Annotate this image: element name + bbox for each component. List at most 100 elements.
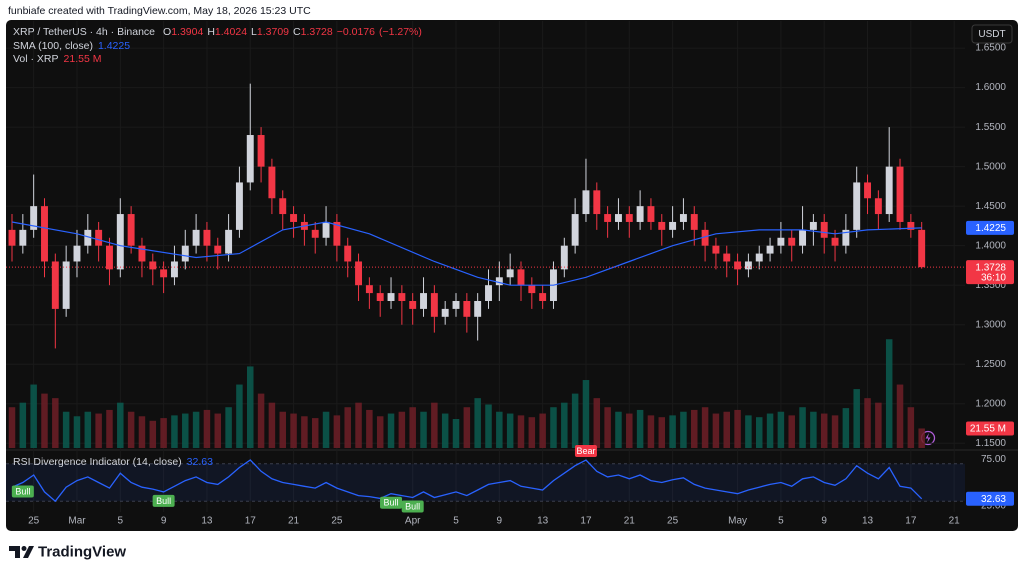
candle-body [376, 293, 384, 301]
volume-bar [669, 415, 676, 448]
candle-body [8, 229, 16, 246]
candle-body [560, 245, 568, 270]
volume-bar [311, 418, 319, 448]
x-tick-label: May [728, 516, 747, 527]
candle-body [160, 269, 168, 278]
candle-body [398, 293, 406, 301]
candle-body [365, 285, 373, 294]
candle-body [766, 245, 774, 254]
candle-body [517, 269, 525, 286]
candle-body [181, 245, 189, 262]
x-tick-label: 9 [497, 516, 503, 527]
x-tick-label: 5 [118, 516, 124, 527]
volume-bar [755, 417, 763, 448]
candle-body [290, 214, 298, 222]
candle-body [333, 221, 341, 246]
volume-bar [19, 402, 27, 448]
volume-bar [712, 413, 720, 448]
volume-bar [853, 389, 860, 448]
volume-bar [376, 416, 384, 448]
y-tick-label: 1.2500 [975, 359, 1006, 370]
rsi-tag: 32.63 [966, 491, 1014, 506]
candle-body [582, 190, 590, 215]
y-tick-label: 1.1500 [975, 438, 1006, 449]
candle-body [463, 300, 471, 317]
price-tag-countdown: 36:10 [981, 272, 1006, 283]
signal-box [380, 496, 403, 509]
volume-bar [517, 415, 525, 448]
volume-bar [62, 411, 70, 448]
volume-bar [301, 416, 308, 448]
volume-bar [452, 418, 460, 448]
x-tick-label: 21 [288, 516, 300, 527]
candle-body [571, 214, 579, 246]
volume-bar [658, 417, 666, 448]
y-tick-label: 1.3000 [975, 319, 1006, 330]
volume-bar [734, 409, 741, 448]
candle-body [864, 182, 871, 199]
volume-bar [907, 407, 915, 448]
candle-body [409, 300, 417, 309]
signal-box [152, 494, 175, 507]
candle-body [192, 229, 200, 246]
volume-bar [355, 402, 362, 448]
legend-ohlc-label: L [251, 26, 257, 38]
candle-body [214, 245, 222, 254]
candle-body [831, 237, 839, 246]
legend-ohlc-label: H [207, 26, 215, 38]
legend-ohlc-label: C [293, 26, 301, 38]
candle-body [235, 182, 243, 230]
legend-ohlc-value: 1.3709 [257, 26, 289, 38]
divergence-signal: Bull [152, 494, 175, 507]
candle-body [246, 135, 254, 183]
candle-body [127, 214, 135, 246]
volume-bar [647, 415, 655, 448]
volume-bar [885, 339, 893, 448]
rsi-line [11, 459, 923, 503]
volume-bar [279, 411, 286, 448]
candle-body [647, 206, 655, 222]
candle-body [885, 166, 893, 215]
x-tick-label: Mar [68, 516, 86, 527]
x-tick-label: 5 [778, 516, 784, 527]
volume-bar [550, 407, 557, 448]
volume-bar [106, 409, 113, 448]
candle-body [257, 135, 265, 167]
candle-body [73, 245, 81, 262]
x-tick-label: 9 [821, 516, 827, 527]
signal-box [401, 500, 424, 513]
legend-rsi-value: 32.63 [187, 456, 213, 468]
candle-body [669, 221, 677, 230]
volume-bar [236, 384, 243, 448]
volume-bar [387, 413, 395, 448]
sma-line [11, 221, 922, 286]
legend-volume-name: Vol · XRP [13, 53, 59, 65]
candle-body [712, 245, 720, 254]
candle-body [734, 261, 742, 270]
volume-bar [701, 407, 709, 448]
sma-tag: 1.4225 [966, 220, 1014, 235]
legend-sma: SMA (100, close) 1.4225 [13, 40, 130, 52]
volume-bar [831, 415, 839, 448]
x-tick-label: 21 [624, 516, 636, 527]
candle-body [420, 293, 427, 309]
candle-body [51, 261, 59, 309]
signal-box [11, 485, 34, 498]
volume-tag-box [966, 421, 1014, 436]
candle-body [625, 214, 633, 222]
volume-bar [528, 417, 536, 448]
currency: USDT [978, 29, 1005, 40]
volume-bar [777, 411, 785, 448]
divergence-signal: Bull [380, 496, 403, 509]
candle-body [84, 229, 92, 246]
x-tick-label: Apr [405, 516, 421, 527]
volume-bar [810, 411, 817, 448]
candle-body [820, 221, 828, 238]
volume-bar [571, 393, 579, 448]
candle-body [842, 229, 850, 246]
legend-volume: Vol · XRP 21.55 M [13, 53, 101, 65]
candle-body [116, 214, 124, 270]
candle-body [679, 214, 687, 222]
candle-body [95, 229, 103, 246]
